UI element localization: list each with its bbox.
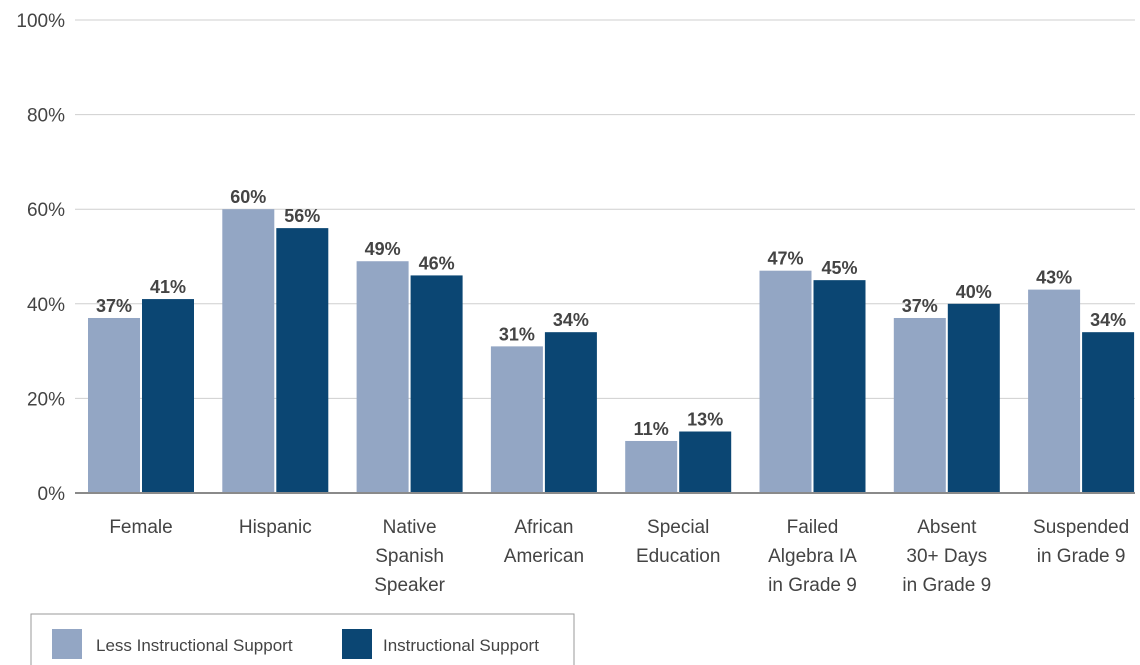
bar [142,299,194,493]
legend-label: Less Instructional Support [96,636,293,655]
bar [759,270,812,493]
legend-swatch [52,629,82,659]
data-label: 37% [96,296,132,316]
data-label: 56% [284,206,320,226]
category-label: in Grade 9 [902,575,991,596]
y-tick-label: 0% [38,484,66,505]
data-label: 34% [1090,310,1126,330]
category-label: Algebra IA [768,546,857,567]
data-label: 60% [230,187,266,207]
data-label: 47% [767,249,803,269]
category-label: Suspended [1033,517,1129,538]
category-label: American [504,546,584,567]
bar [813,280,866,493]
category-label: Hispanic [239,517,312,538]
data-label: 34% [553,310,589,330]
data-label: 43% [1036,268,1072,288]
bar [490,346,543,493]
data-label: 49% [365,239,401,259]
legend-label: Instructional Support [383,636,539,655]
category-label: Education [636,546,721,567]
category-label: in Grade 9 [1037,546,1126,567]
y-tick-label: 40% [27,295,65,316]
y-tick-label: 60% [27,200,65,221]
category-label: 30+ Days [906,546,987,567]
bars [88,209,1135,493]
bar [947,303,1000,493]
bar [679,431,732,493]
category-label: Native [383,517,437,538]
data-label: 11% [634,419,669,439]
legend-swatch [342,629,372,659]
category-label: Female [109,517,172,538]
data-label: 41% [150,277,186,297]
bar [222,209,275,493]
data-labels: 37% 60% 49% 31% 11% 47% 37% 43% 41% 56% 46% 34% 13% 4… [96,187,1126,439]
data-label: 45% [821,258,857,278]
category-label: Speaker [374,575,445,596]
category-label: in Grade 9 [768,575,857,596]
data-label: 13% [687,410,723,430]
category-label: Spanish [375,546,444,567]
y-tick-label: 100% [16,11,65,32]
y-tick-label: 80% [27,106,65,127]
bar [544,332,597,493]
legend: Less Instructional Support Instructional … [30,613,575,665]
category-label: Special [647,517,709,538]
bar [276,228,329,493]
bar [893,317,946,493]
data-label: 37% [902,296,938,316]
bar [410,275,463,493]
category-labels: Female Hispanic Native Spanish Speaker Africa… [109,517,1129,596]
y-axis-ticks: 0% 20% 40% 60% 80% 100% [16,11,65,505]
data-label: 31% [499,324,535,344]
category-label: Failed [787,517,839,538]
legend-box [30,613,575,665]
bar [1082,332,1135,493]
data-label: 40% [956,282,992,302]
bar [625,440,678,493]
bar [1028,289,1081,493]
data-label: 46% [419,253,455,273]
bar [356,261,409,493]
category-label: African [514,517,573,538]
category-label: Absent [917,517,977,538]
y-tick-label: 20% [27,389,65,410]
bar [88,317,140,493]
